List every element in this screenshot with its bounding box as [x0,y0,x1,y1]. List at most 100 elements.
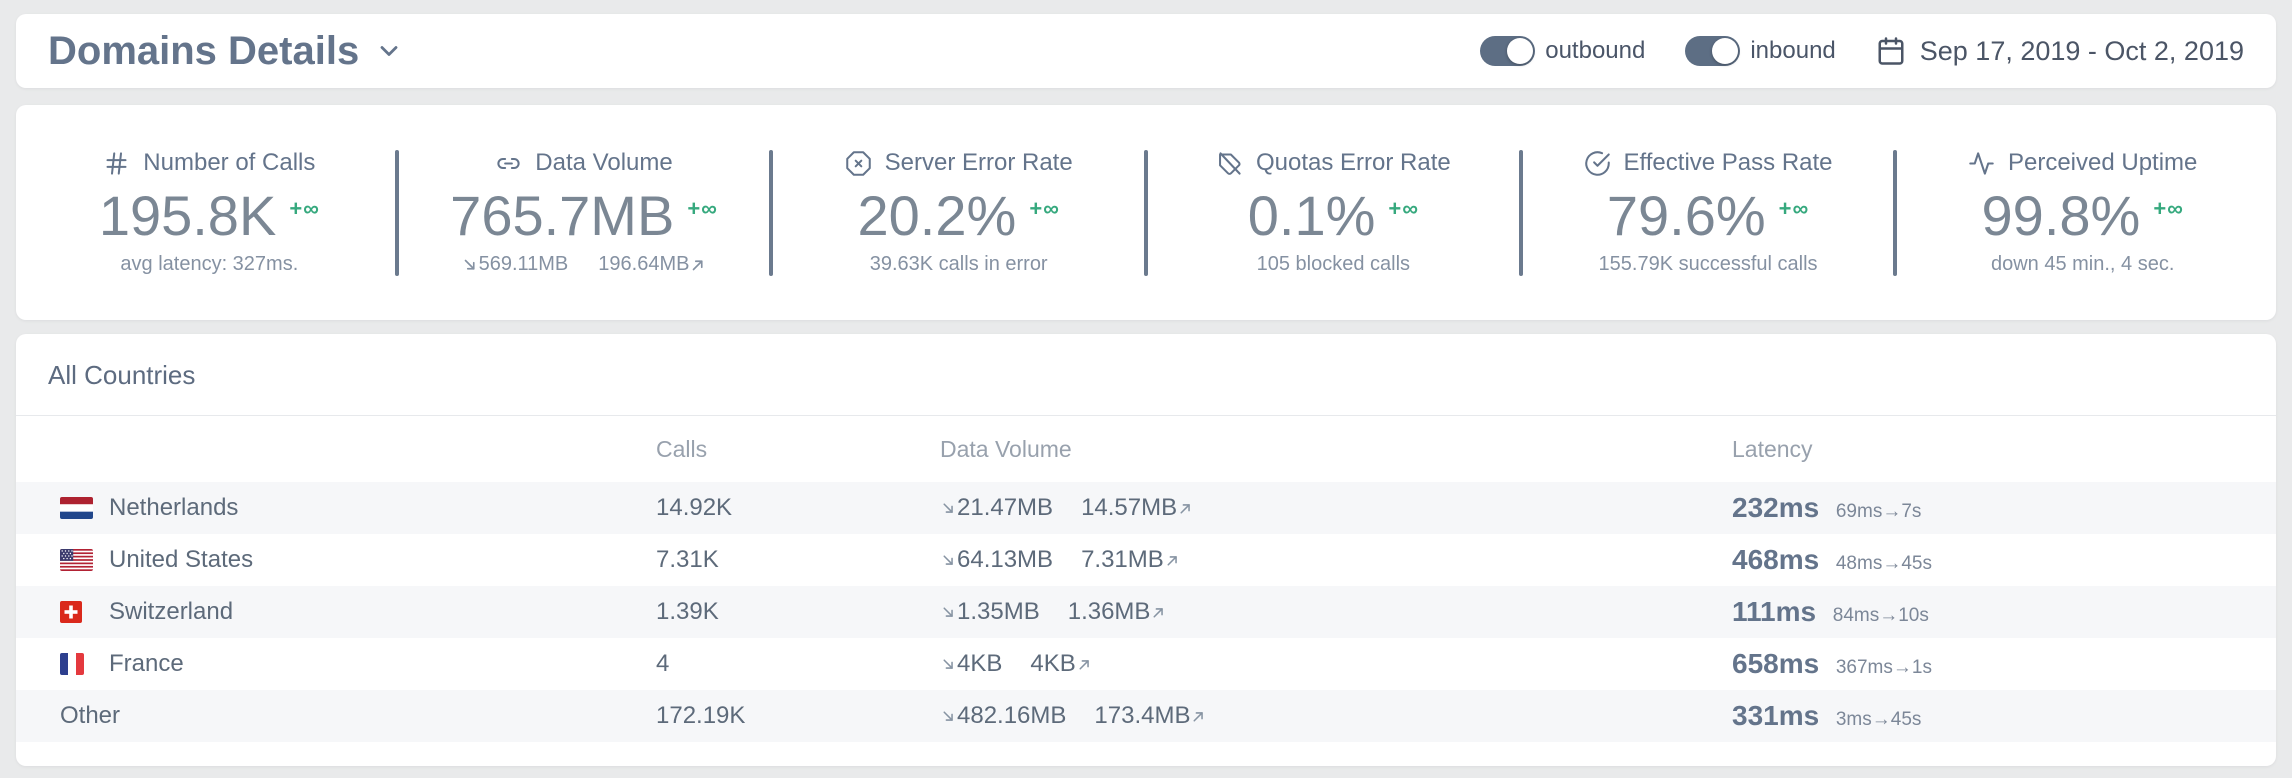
metrics-summary: Number of Calls 195.8K +∞ avg latency: 3… [16,105,2276,320]
inbound-volume: 1.35MB [957,598,1040,625]
country-name: Netherlands [109,494,239,521]
country-name: United States [109,546,254,573]
outbound-arrow-icon [1164,552,1181,569]
divider [1893,149,1898,276]
outbound-switch[interactable] [1480,36,1536,66]
metric-subtext: down 45 min., 4 sec. [1990,253,2175,276]
domains-details-dropdown[interactable]: Domains Details [48,29,403,74]
latency-range: 84ms→10s [1832,605,1929,626]
metric-server-error-rate: Server Error Rate 20.2% +∞ 39.63K calls … [773,105,1144,320]
latency-value: 331ms [1732,700,1820,731]
switch-knob [1712,38,1739,64]
metric-label: Perceived Uptime [2007,149,2198,177]
metric-subtext: 39.63K calls in error [869,253,1048,276]
inbound-toggle[interactable]: inbound [1685,36,1836,66]
trend-badge: +∞ [1778,196,1810,222]
calendar-icon [1876,36,1906,66]
metric-effective-pass-rate: Effective Pass Rate 79.6% +∞ 155.79K suc… [1523,105,1894,320]
divider [769,149,774,276]
calls-value: 7.31K [656,546,719,573]
inbound-arrow-icon [940,708,957,725]
metric-label: Number of Calls [143,149,316,177]
outbound-toggle-label: outbound [1545,37,1646,64]
latency-value: 658ms [1732,648,1820,679]
france-flag [60,653,94,675]
latency-range: 367ms→1s [1835,657,1932,678]
calls-value: 14.92K [656,494,733,521]
tag-off-icon [1216,150,1243,177]
trend-badge: +∞ [289,196,320,222]
metric-value: 20.2% [857,184,1017,248]
column-header-latency: Latency [1732,435,1813,462]
switch-knob [1507,38,1534,64]
outbound-arrow-icon [689,256,707,274]
header-controls: outbound inbound Sep 17, 2019 - Oct 2, 2… [1480,36,2244,67]
united-states-flag [60,549,94,571]
date-range-text: Sep 17, 2019 - Oct 2, 2019 [1919,35,2244,66]
outbound-volume: 1.36MB [1067,598,1151,625]
country-name: Switzerland [109,598,234,625]
latency-value: 232ms [1732,492,1820,523]
inbound-toggle-label: inbound [1750,37,1836,64]
latency-value: 111ms [1732,596,1817,627]
calls-value: 4 [656,650,670,677]
metric-value: 79.6% [1606,184,1766,248]
metric-perceived-uptime: Perceived Uptime 99.8% +∞ down 45 min., … [1897,105,2268,320]
country-name: Other [60,702,121,729]
hash-icon [103,150,130,177]
inbound-arrow-icon [940,500,957,517]
metric-subtext: 155.79K successful calls [1598,253,1818,276]
netherlands-flag [60,497,94,519]
x-octagon-icon [845,150,872,177]
country-name: France [109,650,184,677]
outbound-volume: 4KB [1030,650,1076,677]
outbound-toggle[interactable]: outbound [1480,36,1645,66]
outbound-arrow-icon [1076,656,1093,673]
metric-label: Data Volume [535,149,673,177]
latency-value: 468ms [1732,544,1820,575]
header-bar: Domains Details outbound inbound Sep 17,… [16,14,2276,88]
table-row[interactable]: Switzerland 1.39K 1.35MB 1.36MB 111ms 84… [16,586,2276,638]
divider [1144,149,1149,276]
outbound-arrow-icon [1150,604,1167,621]
metric-value: 195.8K [98,184,277,248]
countries-panel: All Countries Calls Data Volume Latency … [16,334,2276,766]
trend-badge: +∞ [1029,196,1060,222]
metric-label: Server Error Rate [884,149,1073,177]
inbound-switch[interactable] [1685,36,1741,66]
latency-range: 69ms→7s [1835,501,1922,522]
switzerland-flag [60,601,94,623]
activity-icon [1968,150,1995,177]
inbound-volume: 64.13MB [957,546,1054,573]
calls-value: 1.39K [656,598,719,625]
metric-quotas-error-rate: Quotas Error Rate 0.1% +∞ 105 blocked ca… [1148,105,1519,320]
divider [16,415,2276,416]
inbound-arrow-icon [461,256,479,274]
inbound-arrow-icon [940,552,957,569]
column-header-data-volume: Data Volume [940,435,1072,462]
divider [1518,149,1523,276]
outbound-arrow-icon [1190,708,1207,725]
metric-value: 0.1% [1247,184,1376,248]
outbound-arrow-icon [1177,500,1194,517]
link-icon [495,150,522,177]
inbound-volume: 21.47MB [957,494,1054,521]
table-header-row: Calls Data Volume Latency [16,416,2276,482]
trend-badge: +∞ [1388,196,1419,222]
outbound-volume: 173.4MB [1094,702,1191,729]
metric-value: 99.8% [1981,184,2141,248]
metric-label: Quotas Error Rate [1255,149,1451,177]
table-row[interactable]: Other 172.19K 482.16MB 173.4MB 331ms 3ms… [16,690,2276,742]
metric-subtext: 105 blocked calls [1256,253,1411,276]
date-range-picker[interactable]: Sep 17, 2019 - Oct 2, 2019 [1876,36,2244,67]
inbound-volume: 482.16MB [957,702,1067,729]
calls-value: 172.19K [656,702,746,729]
metric-subtext: 569.11MB 196.64MB [461,252,708,278]
outbound-volume: 196.64MB [598,253,690,276]
inbound-arrow-icon [940,604,957,621]
table-row[interactable]: France 4 4KB 4KB 658ms 367ms→1s [16,638,2276,690]
trend-badge: +∞ [2153,196,2184,222]
table-row[interactable]: Netherlands 14.92K 21.47MB 14.57MB 232ms… [16,482,2276,534]
table-row[interactable]: United States 7.31K 64.13MB 7.31MB 468ms… [16,534,2276,586]
column-header-calls: Calls [656,435,708,462]
